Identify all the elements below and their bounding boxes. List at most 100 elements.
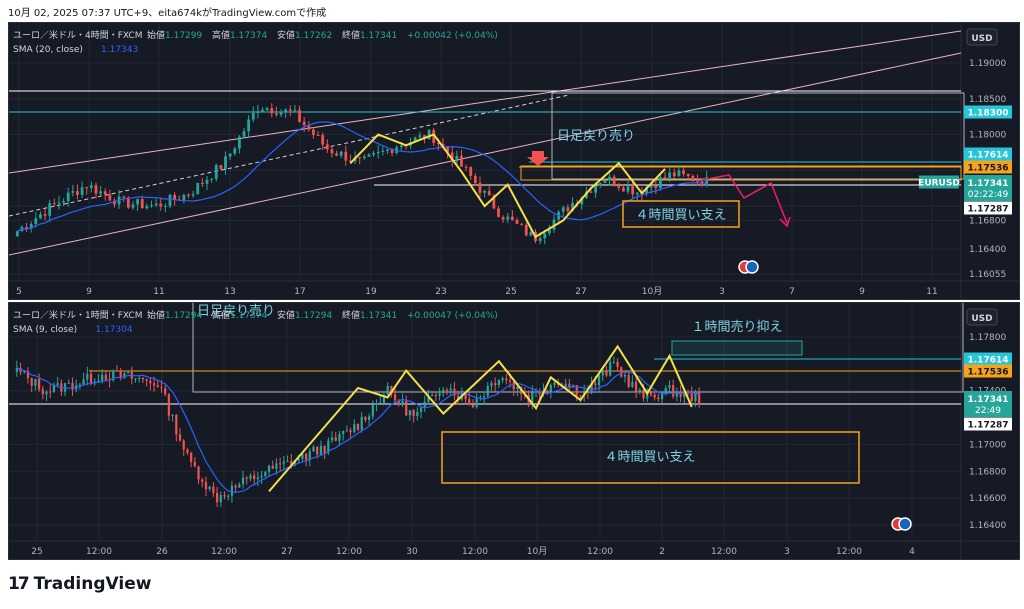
chart-panel-4h[interactable]: 1.190001.185001.180001.175001.170001.168… <box>8 22 1020 300</box>
price-tag-117536: 1.17536 <box>968 164 1009 174</box>
ohlc-key-label: 高値 <box>212 29 230 41</box>
tradingview-logo-icon: 17 <box>8 574 30 594</box>
p2-candle-body <box>123 373 126 378</box>
p1-candle-body <box>196 183 200 195</box>
chart-1h-svg[interactable]: 1.178001.174001.170001.168001.166001.164… <box>9 303 1019 559</box>
p1-candle-body <box>66 192 70 202</box>
p2-candle-body <box>212 486 215 493</box>
ohlc-value-label: 1.17294 <box>295 311 332 321</box>
p1-candle-body <box>335 153 338 156</box>
p1-candle-body <box>325 144 329 150</box>
p2-candle-body <box>182 440 185 450</box>
price-tag-118300: 1.18300 <box>968 109 1009 119</box>
p2-candle-body <box>590 383 593 394</box>
p1-candle-body <box>663 177 667 179</box>
zone-4h-support-box[interactable] <box>622 200 740 228</box>
sell-arrow-icon <box>527 151 549 166</box>
p1-candle-body <box>547 229 551 234</box>
zone-4h-support-box-1h[interactable] <box>441 431 860 484</box>
p2-candle-body <box>679 391 682 397</box>
p1-candle-body <box>372 153 375 155</box>
currency-badge-bg[interactable] <box>966 308 998 326</box>
price-tag-117536-bg <box>964 160 1012 174</box>
price-tick-label: 1.16400 <box>969 521 1006 531</box>
p1-candle-body <box>131 204 135 208</box>
p1-candle-body <box>99 191 102 194</box>
time-tick-label: 11 <box>153 287 164 297</box>
p2-candle-body <box>264 471 267 477</box>
p2-candle-body <box>134 378 137 380</box>
p1-candle-body <box>654 185 658 189</box>
zone-1h-sell-box[interactable] <box>671 340 803 356</box>
time-tick-label: 27 <box>575 287 586 297</box>
p2-candle-body <box>497 380 501 385</box>
p1-candle-body <box>376 151 380 154</box>
p2-candle-body <box>323 445 326 453</box>
p1-candle-body <box>427 129 431 140</box>
price-tag-117536-1h-bg <box>964 364 1012 378</box>
p2-candle-body <box>612 361 615 363</box>
p2-candle-body <box>360 416 363 430</box>
p2-candle-body <box>260 476 263 478</box>
p2-candle-body <box>30 378 33 386</box>
p2-candle-body <box>401 400 404 405</box>
p2-candle-body <box>353 424 356 433</box>
currency-badge-bg[interactable] <box>966 28 998 46</box>
p1-candle-body <box>362 156 366 159</box>
p1-candle-body <box>210 178 214 180</box>
p1-candle-body <box>450 152 454 162</box>
p2-candle-body <box>279 463 282 465</box>
p1-candle-body <box>265 108 269 110</box>
p2-candle-body <box>249 475 252 479</box>
p2-candle-body <box>508 380 512 382</box>
time-tick-label: 2 <box>659 547 665 557</box>
time-tick-label: 25 <box>505 287 516 297</box>
p2-candle-body <box>301 453 304 459</box>
p1-candle-body <box>284 109 288 112</box>
price-tick-label: 1.17000 <box>969 440 1006 450</box>
p1-candle-body <box>705 177 709 186</box>
zone-daily-sell-box-1h[interactable] <box>192 303 964 393</box>
time-tick-label: 10月 <box>527 546 547 557</box>
time-tick-label: 12:00 <box>711 547 737 557</box>
p1-candle-body <box>506 216 510 220</box>
p1-candle-body <box>113 200 116 205</box>
p1-candle-body <box>122 196 126 198</box>
p1-candle-body <box>455 155 459 162</box>
chart-panel-1h[interactable]: 1.178001.174001.170001.168001.166001.164… <box>8 302 1020 560</box>
zone-daily-sell-box[interactable] <box>551 92 965 180</box>
time-tick-label: 11 <box>926 287 937 297</box>
ohlc-key-label: 終値 <box>342 309 360 321</box>
p2-candle-body <box>379 402 382 404</box>
p2-candle-body <box>660 392 664 400</box>
p1-candle-body <box>242 131 246 137</box>
annotation-daily-sell: 日足戻り売り <box>557 128 635 144</box>
p2-candle-body <box>104 374 107 380</box>
p2-candle-body <box>256 477 259 480</box>
p1-candle-body <box>330 149 334 154</box>
p1-candle-body <box>589 191 593 193</box>
p1-candle-body <box>469 166 473 176</box>
p1-candle-body <box>441 143 445 147</box>
p2-candle-body <box>412 410 415 417</box>
p1-candle-body <box>39 214 42 219</box>
us-event-flag-icon-1h-2[interactable] <box>898 517 912 531</box>
indicator-label: SMA (9, close) <box>13 325 77 335</box>
p2-candle-body <box>208 486 211 490</box>
p1-candle-body <box>247 119 251 132</box>
currency-badge: USD <box>971 34 992 44</box>
p2-candle-body <box>115 370 119 372</box>
ohlc-key-label: 終値 <box>342 29 360 41</box>
p2-candle-body <box>419 407 423 412</box>
p2-candle-body <box>97 380 100 382</box>
p2-candle-body <box>86 373 89 380</box>
time-tick-label: 23 <box>435 287 446 297</box>
us-event-flag-icon-2[interactable] <box>745 260 759 274</box>
time-tick-label: 12:00 <box>462 547 488 557</box>
p2-candle-body <box>156 385 159 388</box>
ohlc-change-label: +0.00047 (+0.04%) <box>407 311 498 321</box>
p2-candle-body <box>312 446 315 452</box>
p2-candle-body <box>475 398 478 408</box>
chart-4h-svg[interactable]: 1.190001.185001.180001.175001.170001.168… <box>9 23 1019 299</box>
p2-candle-body <box>449 388 452 391</box>
